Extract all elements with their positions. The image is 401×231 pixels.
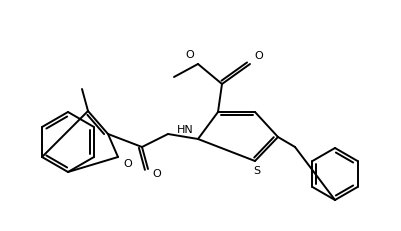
Text: O: O xyxy=(253,51,262,61)
Text: O: O xyxy=(185,50,194,60)
Text: O: O xyxy=(152,168,160,178)
Text: S: S xyxy=(253,165,260,175)
Text: O: O xyxy=(123,158,132,168)
Text: HN: HN xyxy=(176,125,193,134)
